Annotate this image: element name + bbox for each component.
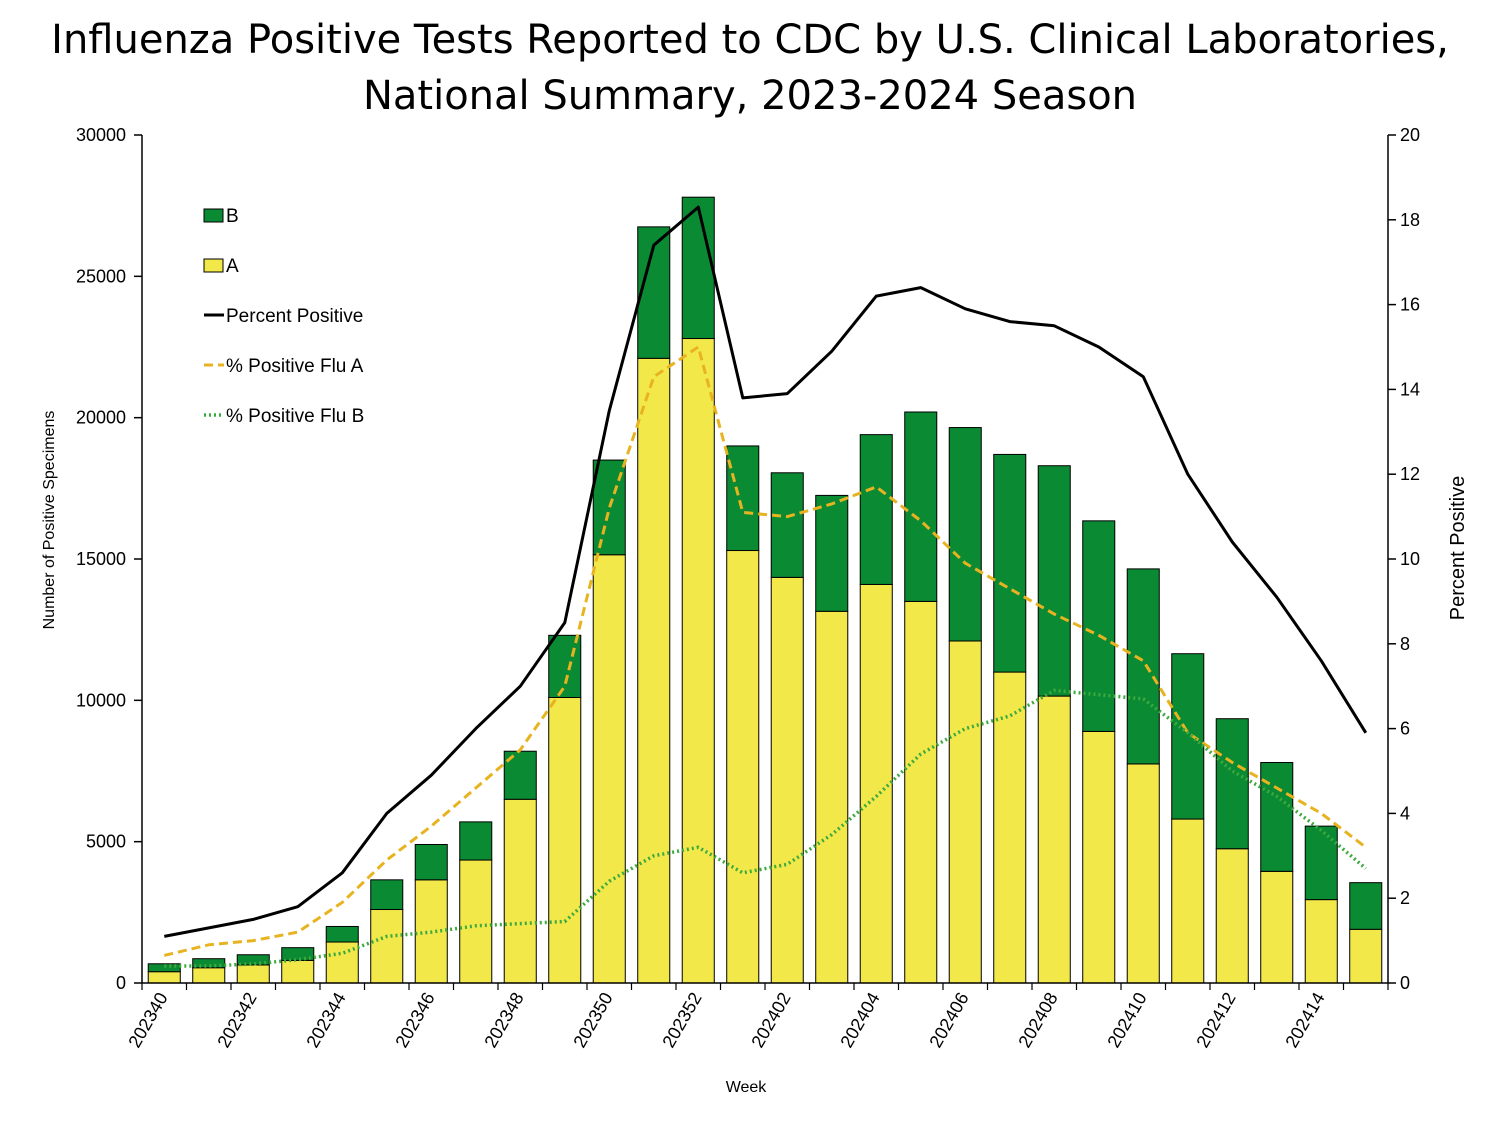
bar-a-202411 <box>1171 818 1205 984</box>
y2-tick-label: 4 <box>1400 803 1410 823</box>
bar-b-202345 <box>370 879 404 911</box>
bar-a-202407 <box>993 671 1027 984</box>
bar-b-202407 <box>993 453 1027 673</box>
y2-tick-label: 16 <box>1400 295 1420 315</box>
x-tick-label: 202346 <box>391 989 438 1051</box>
bar-b-202413 <box>1260 762 1294 872</box>
line-positive-flu-b <box>164 688 1367 968</box>
y2-tick-label: 6 <box>1400 719 1410 739</box>
bar-a-202404 <box>859 583 893 984</box>
bar-b-202411 <box>1171 653 1205 820</box>
x-tick-label: 202344 <box>302 989 349 1051</box>
bar-a-202347 <box>459 859 493 984</box>
x-tick-label: 202352 <box>658 989 705 1051</box>
bar-b-202352 <box>681 196 715 340</box>
bar-a-202340 <box>147 971 181 984</box>
bar-a-202351 <box>637 357 671 984</box>
bar-a-202415 <box>1349 928 1383 984</box>
bar-b-202341 <box>192 958 226 969</box>
x-tick-label: 202350 <box>569 989 616 1051</box>
bar-a-202401 <box>726 550 760 984</box>
bar-b-202403 <box>815 494 849 612</box>
chart-title: Influenza Positive Tests Reported to CDC… <box>0 12 1500 124</box>
bar-a-202405 <box>904 600 938 984</box>
bar-b-202414 <box>1304 825 1338 901</box>
bar-b-202409 <box>1082 520 1116 732</box>
bar-a-202350 <box>592 554 626 984</box>
y2-axis-title: Percent Positive <box>1447 476 1469 621</box>
x-tick-label: 202404 <box>836 989 883 1051</box>
line-percent-positive <box>164 205 1368 938</box>
bar-b-202406 <box>948 427 982 642</box>
y-tick-label: 25000 <box>76 266 126 286</box>
y-tick-label: 15000 <box>76 549 126 569</box>
x-axis-title: Week <box>726 1079 768 1096</box>
bar-b-202343 <box>281 947 315 961</box>
y2-tick-label: 18 <box>1400 210 1420 230</box>
legend-label-a: A <box>226 256 239 277</box>
y-tick-label: 10000 <box>76 690 126 710</box>
bar-a-202343 <box>281 959 315 984</box>
legend-swatch-a <box>203 258 224 273</box>
chart-title-line-2: National Summary, 2023-2024 Season <box>362 73 1138 119</box>
y2-tick-label: 10 <box>1400 549 1420 569</box>
x-tick-label: 202348 <box>480 989 527 1051</box>
x-tick-label: 202408 <box>1014 989 1061 1051</box>
y2-tick-label: 14 <box>1400 379 1420 399</box>
bar-a-202414 <box>1304 899 1338 984</box>
bar-a-202341 <box>192 967 226 984</box>
y-tick-label: 5000 <box>86 832 126 852</box>
y-axis-title: Number of Positive Specimens <box>41 411 58 630</box>
bar-b-202404 <box>859 434 893 585</box>
bar-a-202406 <box>948 640 982 984</box>
bar-a-202410 <box>1126 763 1160 984</box>
bar-a-202408 <box>1037 695 1071 984</box>
bar-b-202408 <box>1037 465 1071 697</box>
bar-a-202349 <box>548 697 582 984</box>
bar-a-202403 <box>815 610 849 984</box>
y2-tick-label: 0 <box>1400 973 1410 993</box>
x-tick-label: 202402 <box>747 989 794 1051</box>
bar-b-202346 <box>414 843 448 881</box>
bar-a-202412 <box>1215 848 1249 984</box>
x-tick-label: 202340 <box>124 989 171 1051</box>
bar-b-202412 <box>1215 718 1249 850</box>
bar-b-202405 <box>904 411 938 602</box>
y-tick-label: 20000 <box>76 408 126 428</box>
bar-a-202409 <box>1082 730 1116 984</box>
y2-tick-label: 20 <box>1400 125 1420 145</box>
x-tick-label: 202412 <box>1192 989 1239 1051</box>
bar-b-202410 <box>1126 568 1160 765</box>
legend-label-positive-flu-b: % Positive Flu B <box>226 406 364 427</box>
bar-b-202349 <box>548 634 582 699</box>
bar-b-202344 <box>325 925 359 943</box>
x-tick-label: 202342 <box>213 989 260 1051</box>
bar-a-202342 <box>236 964 270 984</box>
bar-b-202401 <box>726 445 760 552</box>
x-tick-label: 202414 <box>1281 989 1328 1051</box>
x-tick-label: 202410 <box>1103 989 1150 1051</box>
y2-tick-label: 2 <box>1400 888 1410 908</box>
bar-a-202348 <box>503 798 537 984</box>
bar-b-202342 <box>236 954 270 966</box>
bar-b-202347 <box>459 821 493 861</box>
bar-b-202402 <box>770 472 804 578</box>
chart-title-line-1: Influenza Positive Tests Reported to CDC… <box>51 17 1449 63</box>
y-tick-label: 30000 <box>76 125 126 145</box>
y2-tick-label: 8 <box>1400 634 1410 654</box>
bar-a-202352 <box>681 338 715 984</box>
bar-b-202415 <box>1349 882 1383 930</box>
legend-label-positive-flu-a: % Positive Flu A <box>226 356 364 377</box>
bar-a-202413 <box>1260 870 1294 984</box>
legend-swatch-b <box>203 208 224 223</box>
x-tick-label: 202406 <box>925 989 972 1051</box>
legend-label-percent-positive: Percent Positive <box>226 306 363 327</box>
bar-a-202402 <box>770 576 804 984</box>
y2-tick-label: 12 <box>1400 464 1420 484</box>
legend-label-b: B <box>226 206 239 227</box>
bar-a-202345 <box>370 909 404 984</box>
y-tick-label: 0 <box>116 973 126 993</box>
line-positive-flu-a <box>163 345 1367 957</box>
